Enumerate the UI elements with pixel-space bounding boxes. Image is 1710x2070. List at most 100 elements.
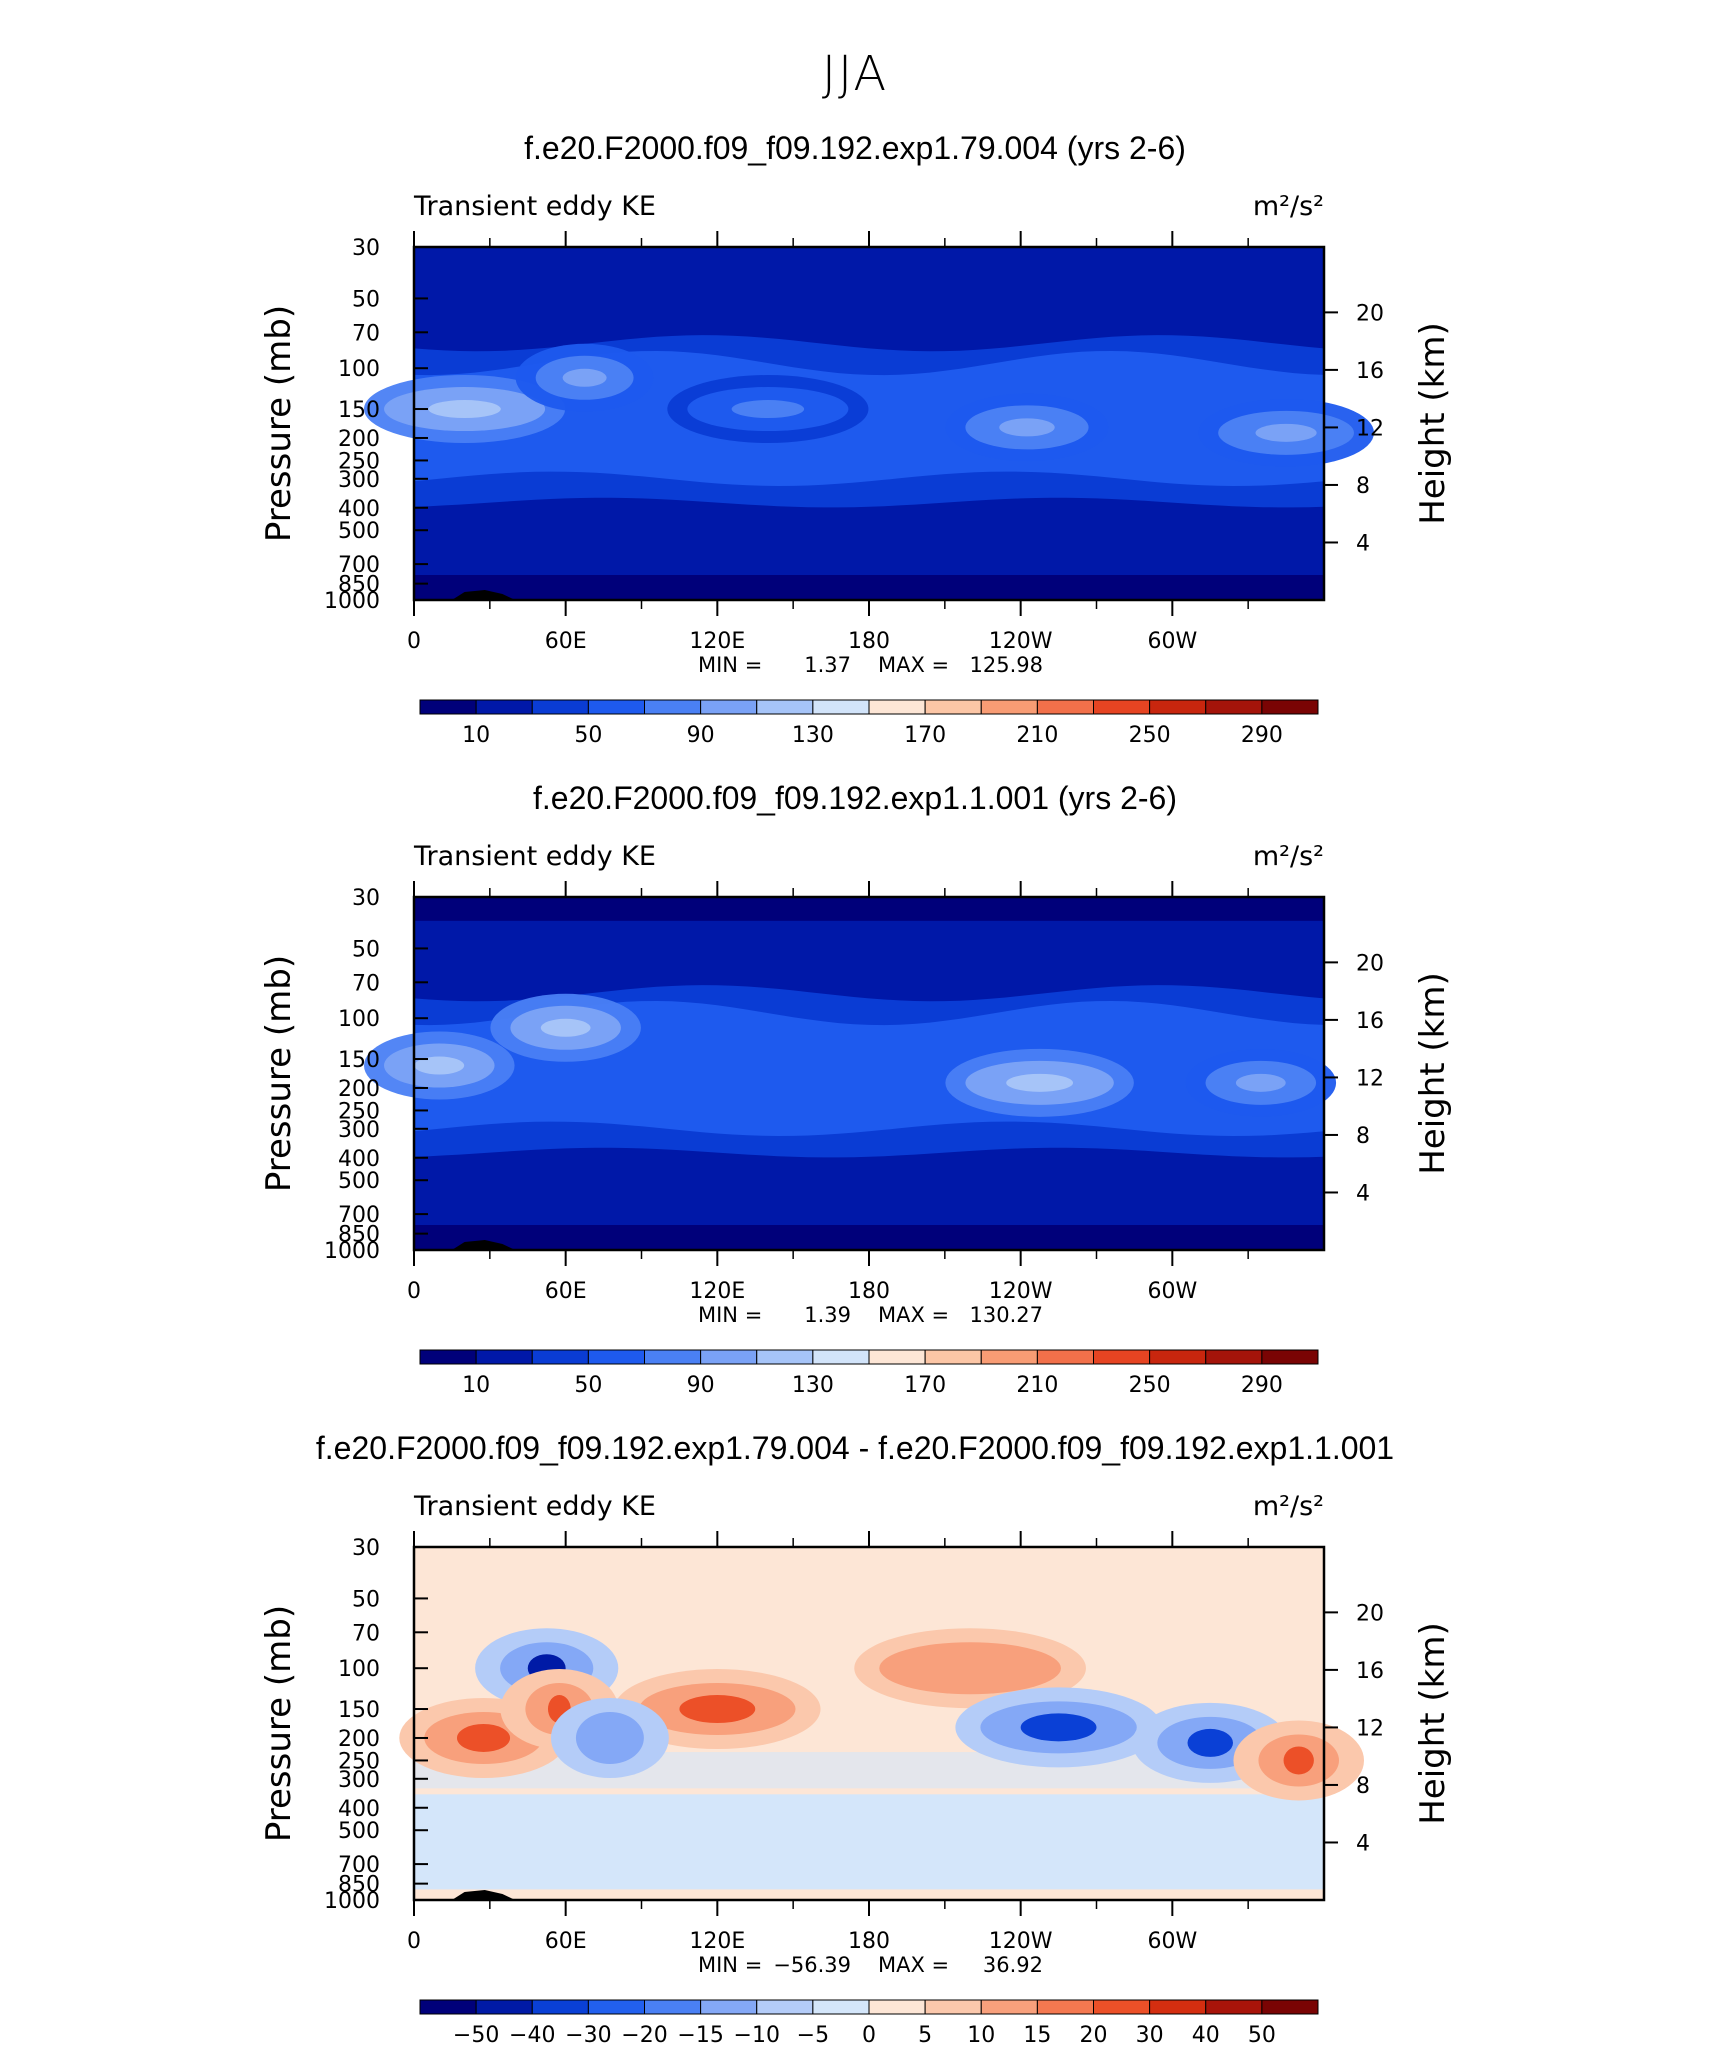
x-tick-label: 0: [407, 1929, 421, 1954]
y2-axis-label: Height (km): [1413, 1622, 1453, 1825]
colorbar-label: 130: [792, 1373, 834, 1398]
y-tick-label: 400: [338, 497, 380, 522]
y-tick-label: 400: [338, 1147, 380, 1172]
y-tick-label: 700: [338, 553, 380, 578]
y-tick-label: 50: [352, 1587, 380, 1612]
topography: [451, 1240, 516, 1250]
colorbar-label: −5: [797, 2023, 829, 2048]
colorbar-label: −20: [621, 2023, 667, 2048]
colorbar-swatch: [812, 1349, 870, 1365]
x-tick-label: 180: [848, 629, 890, 654]
y-tick-label: 200: [338, 427, 380, 452]
colorbar-swatch: [587, 1999, 645, 2015]
colorbar-label: 170: [904, 1373, 946, 1398]
panel-3: f.e20.F2000.f09_f09.192.exp1.79.004 - f.…: [0, 1430, 1710, 2070]
colorbar-label: −40: [509, 2023, 555, 2048]
colorbar-swatch: [531, 1349, 589, 1365]
colorbar-swatch: [812, 699, 870, 715]
colorbar-label: 10: [462, 723, 490, 748]
colorbar-label: −15: [677, 2023, 723, 2048]
panel-3-chart: 3050701001502002503004005007008501000201…: [259, 1491, 1453, 2048]
contour-field: [364, 897, 1337, 1250]
colorbar-swatch: [475, 1349, 533, 1365]
x-tick-label: 0: [407, 1279, 421, 1304]
y-tick-label: 200: [338, 1077, 380, 1102]
colorbar-swatch: [1205, 1999, 1263, 2015]
max-value: 36.92: [983, 1953, 1043, 1977]
y2-axis-label: Height (km): [1413, 972, 1453, 1175]
y-axis-label: Pressure (mb): [259, 955, 299, 1192]
min-value: 1.39: [804, 1303, 851, 1327]
panel-2: f.e20.F2000.f09_f09.192.exp1.1.001 (yrs …: [0, 780, 1710, 1420]
colorbar-label: 170: [904, 723, 946, 748]
colorbar-label: 130: [792, 723, 834, 748]
colorbar-swatch: [587, 1349, 645, 1365]
y-tick-label: 50: [352, 937, 380, 962]
field-top-band: [414, 247, 1324, 288]
field-region: [1283, 1746, 1314, 1775]
colorbar-swatch: [1261, 1349, 1319, 1365]
y-tick-label: 850: [338, 573, 380, 598]
colorbar-label: −50: [453, 2023, 499, 2048]
colorbar-swatch: [868, 1349, 926, 1365]
y-tick-label: 500: [338, 1819, 380, 1844]
y2-tick-label: 20: [1356, 301, 1384, 326]
field-surface-layer: [414, 1224, 1324, 1250]
panel-2-chart: 3050701001502002503004005007008501000201…: [259, 841, 1453, 1398]
y2-tick-label: 12: [1356, 1066, 1384, 1091]
y-tick-label: 250: [338, 1749, 380, 1774]
field-region: [731, 400, 805, 419]
units-label: m²/s²: [1253, 841, 1324, 872]
field-region: [1187, 1728, 1233, 1757]
max-value: 130.27: [970, 1303, 1043, 1327]
field-region: [1006, 1073, 1074, 1092]
y-tick-label: 250: [338, 449, 380, 474]
max-label: MAX =: [878, 1303, 949, 1327]
x-tick-label: 120E: [689, 1929, 745, 1954]
colorbar-swatch: [419, 699, 477, 715]
field-region: [428, 400, 501, 419]
panel-title: f.e20.F2000.f09_f09.192.exp1.79.004 - f.…: [315, 1430, 1395, 1466]
colorbar-swatch: [700, 1349, 758, 1365]
y2-tick-label: 8: [1356, 474, 1370, 499]
colorbar-swatch: [924, 699, 982, 715]
min-value: 1.37: [804, 653, 851, 677]
y-tick-label: 70: [352, 1621, 380, 1646]
colorbar-swatch: [1093, 1999, 1151, 2015]
field-region: [456, 1723, 511, 1752]
field-region: [1020, 1713, 1097, 1742]
y-tick-label: 70: [352, 971, 380, 996]
field-region: [1255, 423, 1317, 442]
colorbar-label: 90: [687, 1373, 715, 1398]
colorbar-swatch: [644, 1349, 702, 1365]
y-tick-label: 500: [338, 519, 380, 544]
y2-tick-label: 8: [1356, 1124, 1370, 1149]
colorbar-label: 210: [1016, 723, 1058, 748]
colorbar-swatch: [700, 1999, 758, 2015]
max-value: 125.98: [970, 653, 1043, 677]
y-axis-label: Pressure (mb): [259, 305, 299, 542]
colorbar-label: 250: [1129, 1373, 1171, 1398]
colorbar-label: 50: [574, 1373, 602, 1398]
y-tick-label: 700: [338, 1203, 380, 1228]
colorbar-swatch: [475, 699, 533, 715]
contour-field: [364, 247, 1375, 600]
y-axis-label: Pressure (mb): [259, 1605, 299, 1842]
topography: [451, 1890, 516, 1900]
panel-1: f.e20.F2000.f09_f09.192.exp1.79.004 (yrs…: [0, 130, 1710, 770]
colorbar-label: 10: [462, 1373, 490, 1398]
colorbar-swatch: [1261, 699, 1319, 715]
min-value: −56.39: [773, 1953, 851, 1977]
field-region: [598, 1723, 622, 1752]
colorbar-swatch: [475, 1999, 533, 2015]
colorbar-label: 10: [967, 2023, 995, 2048]
x-tick-label: 60W: [1147, 1929, 1197, 1954]
y2-tick-label: 20: [1356, 1601, 1384, 1626]
x-tick-label: 120E: [689, 1279, 745, 1304]
field-region: [999, 418, 1055, 437]
colorbar-label: 50: [1248, 2023, 1276, 2048]
colorbar-swatch: [1036, 1999, 1094, 2015]
field-region: [540, 1018, 591, 1037]
y-tick-label: 250: [338, 1099, 380, 1124]
contour-field: [399, 1547, 1364, 1900]
